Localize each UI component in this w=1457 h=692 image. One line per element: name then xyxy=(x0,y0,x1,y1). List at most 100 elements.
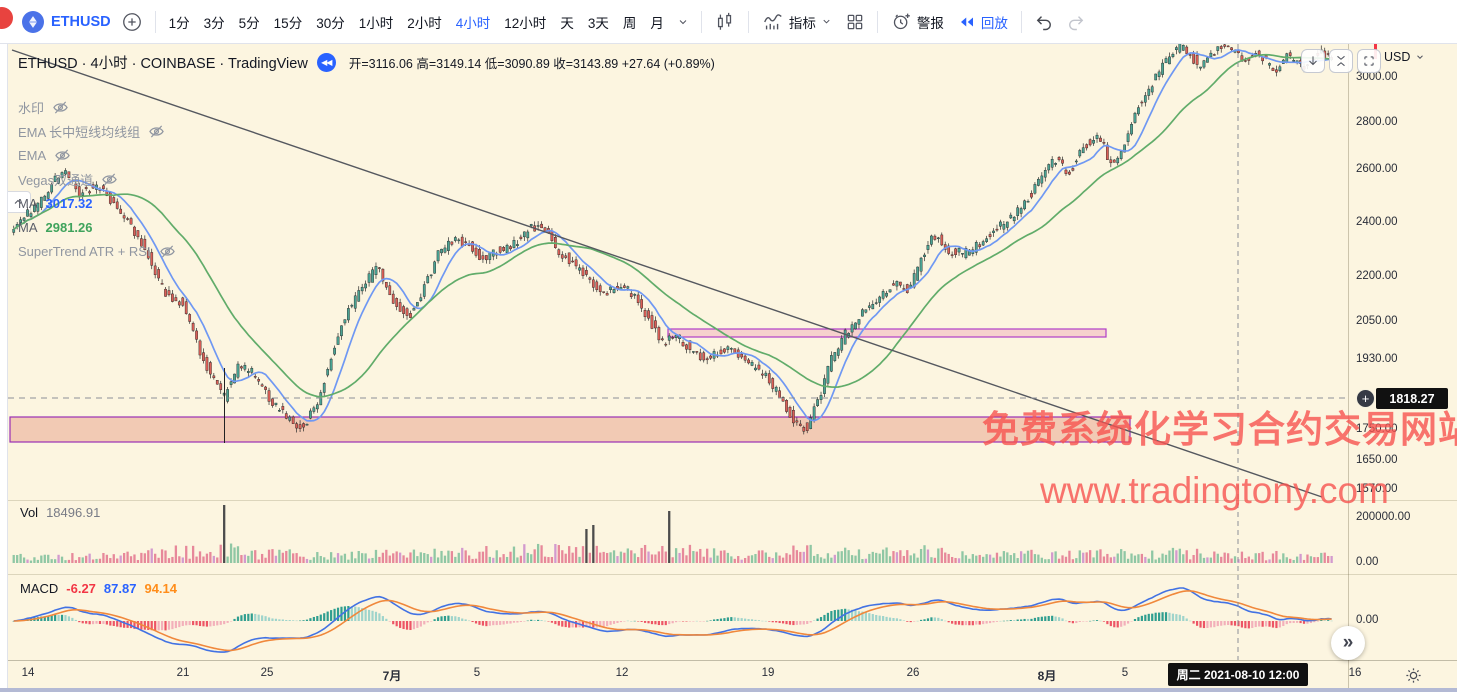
timeframe-3分[interactable]: 3分 xyxy=(203,15,225,31)
expand-more-button[interactable]: » xyxy=(1331,626,1365,660)
macd-legend: MACD -6.27 87.87 94.14 xyxy=(20,581,177,596)
collapse-icon xyxy=(1337,55,1345,67)
timeframe-3天[interactable]: 3天 xyxy=(587,15,609,31)
taskbar-edge xyxy=(0,688,1457,692)
timeframe-15分[interactable]: 15分 xyxy=(273,15,303,31)
timeframe-5分[interactable]: 5分 xyxy=(238,15,260,31)
indicator-value: 2981.26 xyxy=(45,219,93,235)
time-axis-border xyxy=(0,660,1457,661)
eye-off-icon[interactable] xyxy=(101,172,118,187)
time-tick: 12 xyxy=(615,667,629,679)
toolbar-divider xyxy=(747,10,749,33)
top-toolbar: ETHUSD 1分 3分 5分 15分 30分 1小时 2小时 4小时 12小时天 3天周月 指标… xyxy=(0,0,1457,44)
recording-dot xyxy=(0,7,13,29)
timeframe-30分[interactable]: 30分 xyxy=(316,15,345,31)
volume-legend: Vol 18496.91 xyxy=(20,505,100,520)
time-tick: 14 xyxy=(21,667,35,679)
pane-separator[interactable] xyxy=(0,500,1457,501)
price-tick: 0.00 xyxy=(1356,614,1379,626)
macd-label: MACD xyxy=(20,581,59,596)
jump-to-bar-icon[interactable]: ◀◀ xyxy=(316,53,336,72)
alarm-clock-icon xyxy=(893,13,910,30)
price-tick: 1570.00 xyxy=(1356,483,1398,495)
indicators-button[interactable]: 指标 xyxy=(755,6,839,38)
eye-off-icon[interactable] xyxy=(52,100,69,115)
fullscreen-pane-button[interactable] xyxy=(1357,49,1381,73)
time-tick: 16 xyxy=(1348,667,1362,679)
replay-button[interactable]: 回放 xyxy=(951,7,1015,37)
crosshair-time-label: 周二 2021-08-10 12:00 xyxy=(1168,663,1308,686)
watermark-line2: www.tradingtony.com xyxy=(1040,470,1389,511)
crosshair-price-label: 1818.27 xyxy=(1376,388,1448,409)
indicator-row-3[interactable]: Vegas双通道 xyxy=(18,169,118,189)
eye-off-icon[interactable] xyxy=(54,148,71,163)
indicator-value: 3017.32 xyxy=(45,195,93,211)
time-axis-settings-icon[interactable] xyxy=(1404,666,1423,685)
toolbar-divider xyxy=(1020,10,1022,33)
price-tick: 2200.00 xyxy=(1356,270,1398,282)
timeframe-12小时[interactable]: 12小时 xyxy=(504,15,547,31)
indicator-label: EMA 长中短线均线组 xyxy=(18,124,141,140)
eye-off-icon[interactable] xyxy=(148,124,165,139)
macd-value-0: -6.27 xyxy=(66,581,96,596)
currency-selector[interactable]: USD xyxy=(1384,50,1425,64)
time-tick: 19 xyxy=(761,667,775,679)
time-tick: 5 xyxy=(473,667,481,679)
timeframe-天[interactable]: 天 xyxy=(560,15,574,31)
scroll-to-realtime-button[interactable] xyxy=(1301,49,1325,73)
rewind-icon xyxy=(960,17,973,26)
time-tick: 25 xyxy=(260,667,274,679)
price-axis-border xyxy=(1348,44,1349,688)
indicator-row-0[interactable]: 水印 xyxy=(18,97,69,117)
layout-grid-button[interactable] xyxy=(839,8,871,36)
toolbar-divider xyxy=(700,10,702,33)
chevron-down-icon xyxy=(823,19,830,24)
eye-off-icon[interactable] xyxy=(159,244,176,259)
price-tick: 0.00 xyxy=(1356,556,1379,568)
fullscreen-icon xyxy=(1364,56,1374,66)
price-tick: 2400.00 xyxy=(1356,216,1398,228)
price-tick: 2050.00 xyxy=(1356,315,1398,327)
timeframe-4小时[interactable]: 4小时 xyxy=(455,15,491,31)
symbol-title[interactable]: ETHUSD xyxy=(51,13,111,30)
indicator-label: 水印 xyxy=(18,100,45,116)
undo-button[interactable] xyxy=(1028,8,1060,36)
chevron-down-icon[interactable] xyxy=(671,12,695,32)
collapse-pane-button[interactable] xyxy=(1329,49,1353,73)
indicator-row-6[interactable]: SuperTrend ATR + RSI xyxy=(18,241,176,261)
legend-ohlc-values: 开=3116.06 高=3149.14 低=3090.89 收=3143.89 … xyxy=(348,57,715,71)
indicator-row-5[interactable]: MA 2981.26 xyxy=(18,217,93,237)
timeframe-2小时[interactable]: 2小时 xyxy=(407,15,442,31)
indicator-row-4[interactable]: MA 3017.32 xyxy=(18,193,93,213)
chart-style-button[interactable] xyxy=(708,7,742,37)
timeframe-月[interactable]: 月 xyxy=(650,15,664,31)
collapsed-drawing-toolbar[interactable] xyxy=(0,44,8,688)
compare-add-button[interactable] xyxy=(115,7,149,37)
price-tick: 2600.00 xyxy=(1356,163,1398,175)
indicator-label: EMA xyxy=(18,147,47,163)
volume-label: Vol xyxy=(20,505,39,520)
time-tick: 21 xyxy=(176,667,190,679)
price-tick: 2800.00 xyxy=(1356,116,1398,128)
timeframe-1分[interactable]: 1分 xyxy=(168,15,190,31)
macd-value-2: 94.14 xyxy=(144,581,178,596)
macd-value-1: 87.87 xyxy=(103,581,137,596)
redo-button[interactable] xyxy=(1060,8,1092,36)
add-order-plus-icon[interactable]: + xyxy=(1356,389,1375,408)
alert-button[interactable]: 警报 xyxy=(884,6,951,37)
indicator-label: Vegas双通道 xyxy=(18,172,94,188)
time-tick: 7月 xyxy=(382,669,402,683)
indicator-label: SuperTrend ATR + RSI xyxy=(18,243,151,259)
price-tick: 3000.00 xyxy=(1356,71,1398,83)
legend-symbol-title[interactable]: ETHUSD · 4小时 · COINBASE · TradingView xyxy=(18,56,308,72)
pane-separator[interactable] xyxy=(0,574,1457,575)
timeframe-周[interactable]: 周 xyxy=(622,15,637,31)
timeframe-group: 1分 3分 5分 15分 30分 1小时 2小时 4小时 12小时天 3天周月 xyxy=(162,7,671,37)
volume-value: 18496.91 xyxy=(46,505,101,520)
arrow-down-icon xyxy=(1309,56,1317,66)
indicator-row-1[interactable]: EMA 长中短线均线组 xyxy=(18,121,165,141)
indicator-row-2[interactable]: EMA xyxy=(18,145,71,165)
timeframe-1小时[interactable]: 1小时 xyxy=(358,15,394,31)
